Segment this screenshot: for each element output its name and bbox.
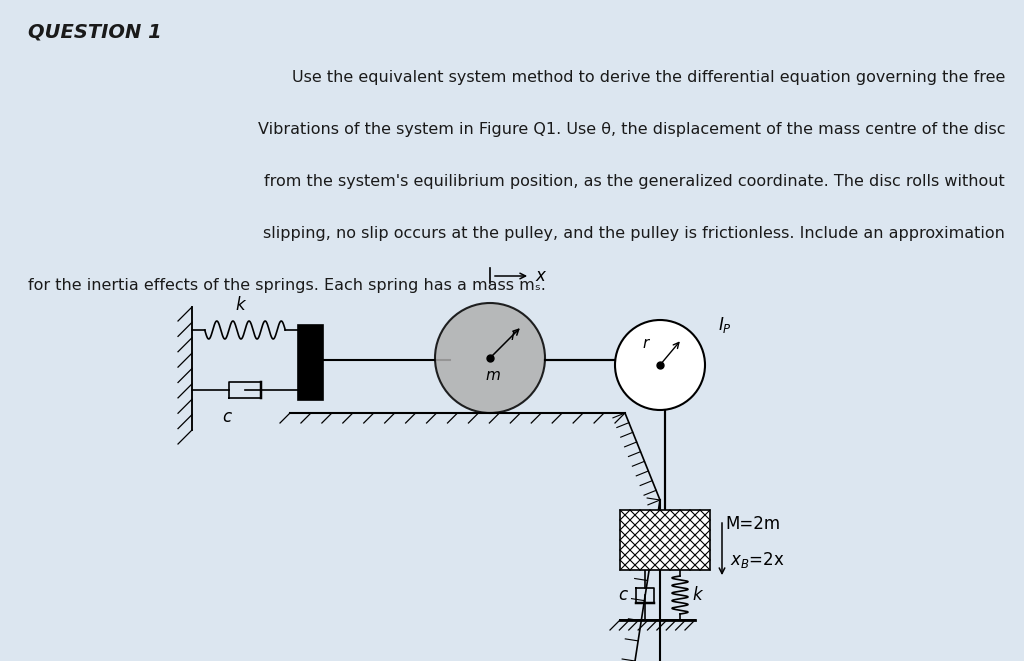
Text: k: k [236,296,245,314]
Text: for the inertia effects of the springs. Each spring has a mass mₛ.: for the inertia effects of the springs. … [28,278,546,293]
Circle shape [615,320,705,410]
Text: Use the equivalent system method to derive the differential equation governing t: Use the equivalent system method to deri… [292,70,1005,85]
Text: QUESTION 1: QUESTION 1 [28,22,162,41]
Text: x: x [535,267,545,285]
Text: m: m [485,368,501,383]
Bar [298,325,323,400]
Text: $x_B$=2x: $x_B$=2x [730,550,784,570]
Text: $I_P$: $I_P$ [718,315,732,335]
Text: r: r [643,336,649,350]
Text: Vibrations of the system in Figure Q1. Use θ, the displacement of the mass centr: Vibrations of the system in Figure Q1. U… [257,122,1005,137]
Text: c: c [222,408,231,426]
Text: k: k [692,586,701,604]
Text: M=2m: M=2m [725,515,780,533]
Text: r: r [510,329,516,344]
Text: slipping, no slip occurs at the pulley, and the pulley is frictionless. Include : slipping, no slip occurs at the pulley, … [263,226,1005,241]
Circle shape [435,303,545,413]
Bar [620,510,710,570]
Text: from the system's equilibrium position, as the generalized coordinate. The disc : from the system's equilibrium position, … [264,174,1005,189]
Text: c: c [617,586,627,604]
